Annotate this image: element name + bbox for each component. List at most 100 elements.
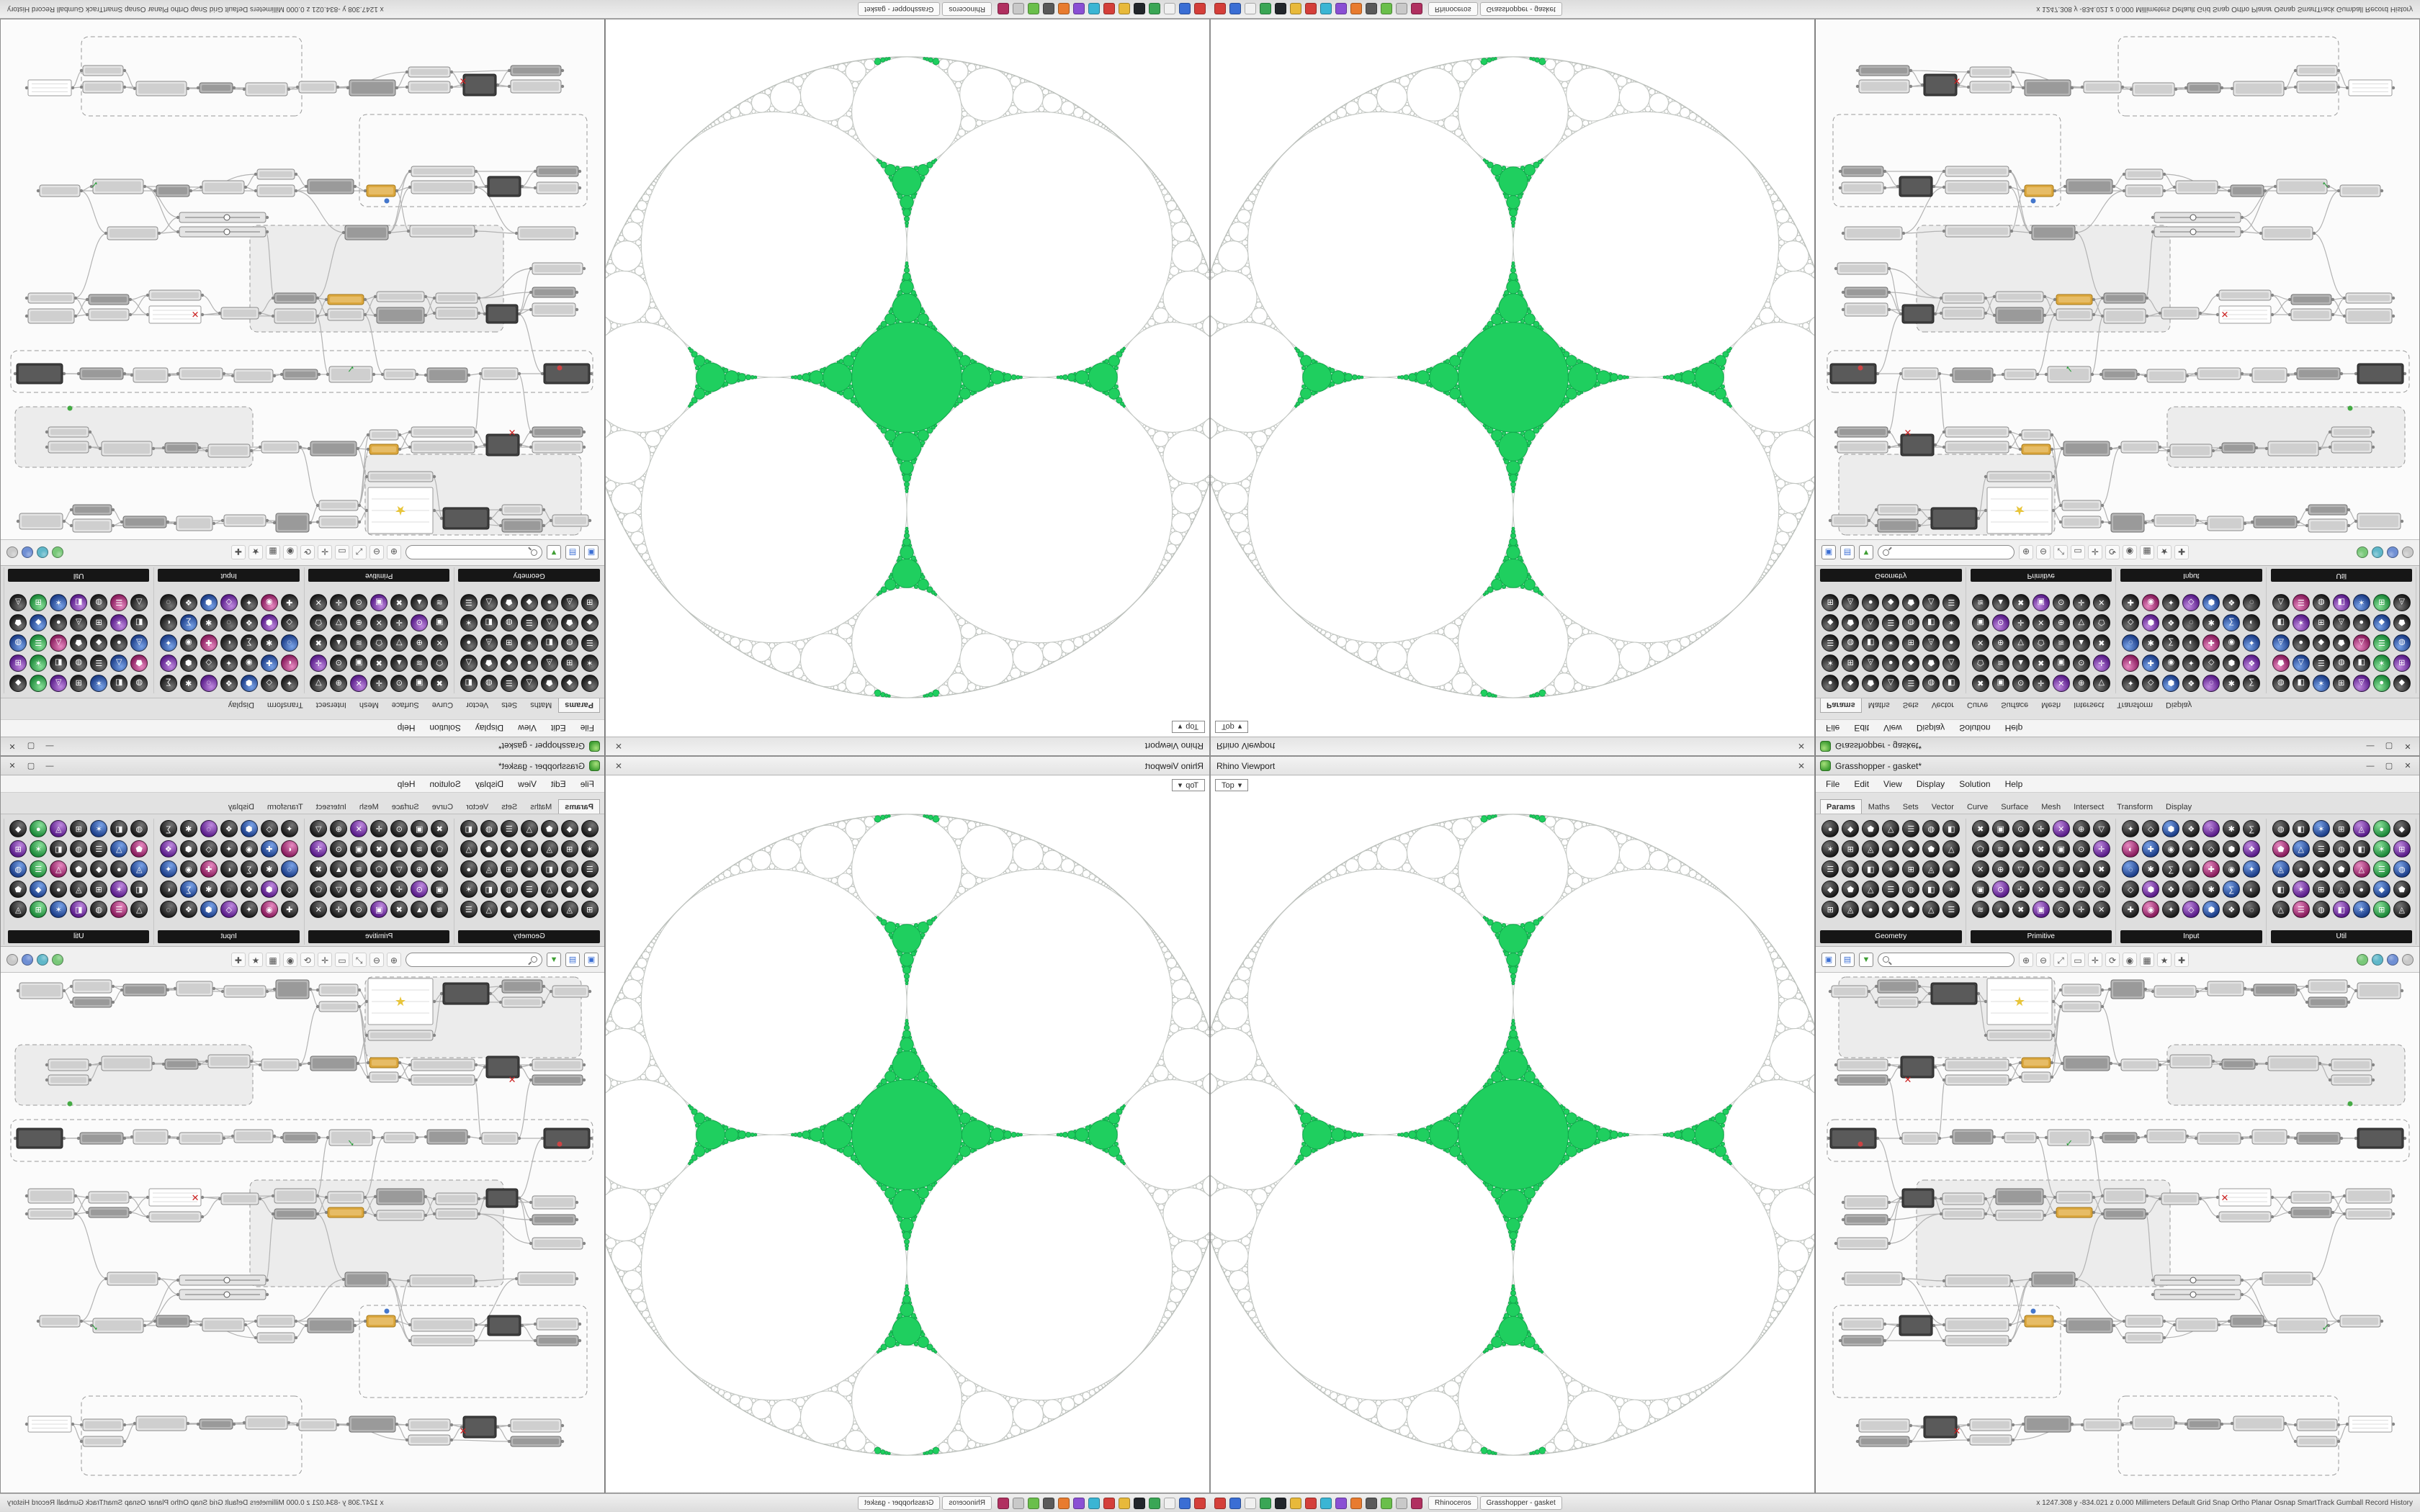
output-nub[interactable] <box>324 297 328 302</box>
input-nub[interactable] <box>128 1195 133 1200</box>
component-icon[interactable]: ▲ <box>411 901 429 918</box>
node-group[interactable] <box>249 225 504 333</box>
input-nub[interactable] <box>2143 374 2148 378</box>
input-nub[interactable] <box>496 83 500 87</box>
input-nub[interactable] <box>415 1135 419 1140</box>
maximize-button[interactable]: ▢ <box>2385 742 2393 750</box>
input-nub[interactable] <box>2158 311 2162 315</box>
component-icon[interactable]: ≋ <box>411 654 429 672</box>
component-icon[interactable]: ◆ <box>2393 675 2411 692</box>
component-icon[interactable]: ⬢ <box>2223 654 2241 672</box>
output-nub[interactable] <box>315 1004 320 1009</box>
input-nub[interactable] <box>575 1277 579 1281</box>
component-icon[interactable]: ⊞ <box>9 840 27 858</box>
input-nub[interactable] <box>398 447 402 451</box>
input-nub[interactable] <box>1984 474 1988 479</box>
taskbar-app-icon[interactable] <box>1058 3 1070 15</box>
component-icon[interactable]: ⊕ <box>2052 614 2070 631</box>
component-icon[interactable]: ◇ <box>200 654 218 672</box>
input-nub[interactable] <box>582 430 586 434</box>
input-nub[interactable] <box>186 86 190 91</box>
component-icon[interactable]: ⬟ <box>500 594 518 611</box>
component-icon[interactable]: ◍ <box>560 634 578 652</box>
output-nub[interactable] <box>408 430 412 434</box>
output-nub[interactable] <box>432 1197 436 1201</box>
component-icon[interactable]: ✕ <box>2032 614 2050 631</box>
input-nub[interactable] <box>249 449 254 453</box>
component-icon[interactable]: ≋ <box>431 901 449 918</box>
component-icon[interactable]: ⊙ <box>330 840 348 858</box>
component-icon[interactable]: ⊕ <box>411 634 429 652</box>
component-icon[interactable]: ☰ <box>1902 675 1920 692</box>
component-icon[interactable]: ☰ <box>90 840 108 858</box>
input-nub[interactable] <box>542 984 546 989</box>
input-nub[interactable] <box>232 86 236 90</box>
slider-knob[interactable] <box>223 1277 230 1284</box>
taskbar-app-icon[interactable] <box>998 1497 1009 1509</box>
input-nub[interactable] <box>519 443 523 447</box>
output-nub[interactable] <box>498 523 503 528</box>
input-nub[interactable] <box>589 1136 593 1140</box>
input-nub[interactable] <box>317 1135 321 1140</box>
node-group[interactable] <box>1916 225 2171 333</box>
node-group[interactable] <box>249 1179 504 1287</box>
output-nub[interactable] <box>529 1218 533 1222</box>
component-icon[interactable]: ◍ <box>2272 675 2290 692</box>
component-icon[interactable]: ◇ <box>280 614 298 631</box>
component-icon[interactable]: ▽ <box>2012 634 2030 652</box>
view-control-icon[interactable]: ✛ <box>318 952 332 967</box>
input-nub[interactable] <box>395 1319 399 1323</box>
output-nub[interactable] <box>540 1136 544 1140</box>
component-icon[interactable]: ◉ <box>2223 634 2241 652</box>
input-nub[interactable] <box>2099 372 2103 377</box>
component-icon[interactable]: ❖ <box>2223 594 2241 611</box>
output-nub[interactable] <box>364 508 369 513</box>
output-nub[interactable] <box>1956 83 1960 87</box>
tab-transform[interactable]: Transform <box>266 803 303 811</box>
output-nub[interactable] <box>2243 521 2247 526</box>
input-nub[interactable] <box>560 1439 565 1444</box>
output-nub[interactable] <box>69 1000 73 1004</box>
output-nub[interactable] <box>2145 296 2149 300</box>
output-nub[interactable] <box>529 445 533 449</box>
output-nub[interactable] <box>2050 447 2054 451</box>
output-nub[interactable] <box>2051 474 2056 479</box>
output-nub[interactable] <box>153 1319 157 1323</box>
input-nub[interactable] <box>387 230 392 235</box>
output-nub[interactable] <box>1932 184 1936 189</box>
open-file-icon[interactable]: ▤ <box>565 952 580 967</box>
component-icon[interactable]: ◧ <box>50 654 68 672</box>
output-nub[interactable] <box>2339 372 2344 376</box>
output-nub[interactable] <box>529 307 533 312</box>
taskbar-app-icon[interactable] <box>1103 1497 1115 1509</box>
component-icon[interactable]: ≋ <box>350 860 368 878</box>
minimize-button[interactable]: — <box>45 761 54 770</box>
output-nub[interactable] <box>1883 169 1887 174</box>
component-icon[interactable]: ◍ <box>480 675 498 692</box>
node-canvas[interactable]: ★ ✕ ✕ ✕ ✓ ✓ <box>1816 19 2419 539</box>
component-icon[interactable]: ◍ <box>560 860 578 878</box>
input-nub[interactable] <box>398 1075 402 1079</box>
input-nub[interactable] <box>265 215 269 220</box>
output-nub[interactable] <box>98 1061 102 1066</box>
component-icon[interactable]: ● <box>1821 675 1839 692</box>
component-icon[interactable]: ◆ <box>500 840 518 858</box>
input-nub[interactable] <box>265 1292 269 1297</box>
display-toggle-icon[interactable] <box>22 546 33 559</box>
component-icon[interactable]: ⬟ <box>70 634 88 652</box>
component-icon[interactable]: ◉ <box>260 901 278 918</box>
view-control-icon[interactable]: ★ <box>2157 545 2172 560</box>
input-nub[interactable] <box>143 1323 147 1328</box>
component-icon[interactable]: ⊙ <box>411 614 429 631</box>
input-nub[interactable] <box>2118 445 2122 449</box>
component-icon[interactable]: ✖ <box>431 675 449 692</box>
tab-curve[interactable]: Curve <box>1966 701 1989 709</box>
component-icon[interactable]: ⬟ <box>480 840 498 858</box>
input-nub[interactable] <box>582 1063 586 1067</box>
component-icon[interactable]: ✚ <box>280 594 298 611</box>
taskbar-app-icon[interactable] <box>1194 3 1206 15</box>
input-nub[interactable] <box>588 518 592 523</box>
display-toggle-icon[interactable] <box>22 953 33 966</box>
input-nub[interactable] <box>157 1277 161 1281</box>
input-nub[interactable] <box>2194 372 2198 376</box>
